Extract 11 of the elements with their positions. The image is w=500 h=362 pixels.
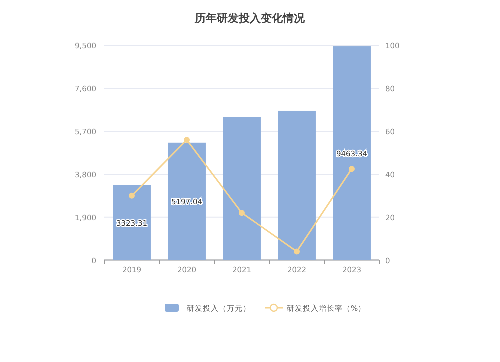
point	[349, 166, 355, 172]
bar	[168, 142, 206, 260]
point	[129, 192, 135, 199]
bar	[333, 46, 371, 260]
point	[239, 210, 245, 216]
point	[294, 248, 300, 255]
bar	[278, 110, 316, 260]
bar	[223, 117, 261, 260]
point	[184, 137, 190, 144]
chart-title: 历年研发投入变化情况	[194, 12, 306, 25]
bar	[113, 185, 151, 260]
